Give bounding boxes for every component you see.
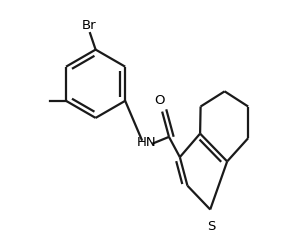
Text: S: S [207, 219, 216, 232]
Text: Br: Br [82, 19, 96, 32]
Text: O: O [154, 94, 165, 107]
Text: HN: HN [137, 136, 157, 149]
